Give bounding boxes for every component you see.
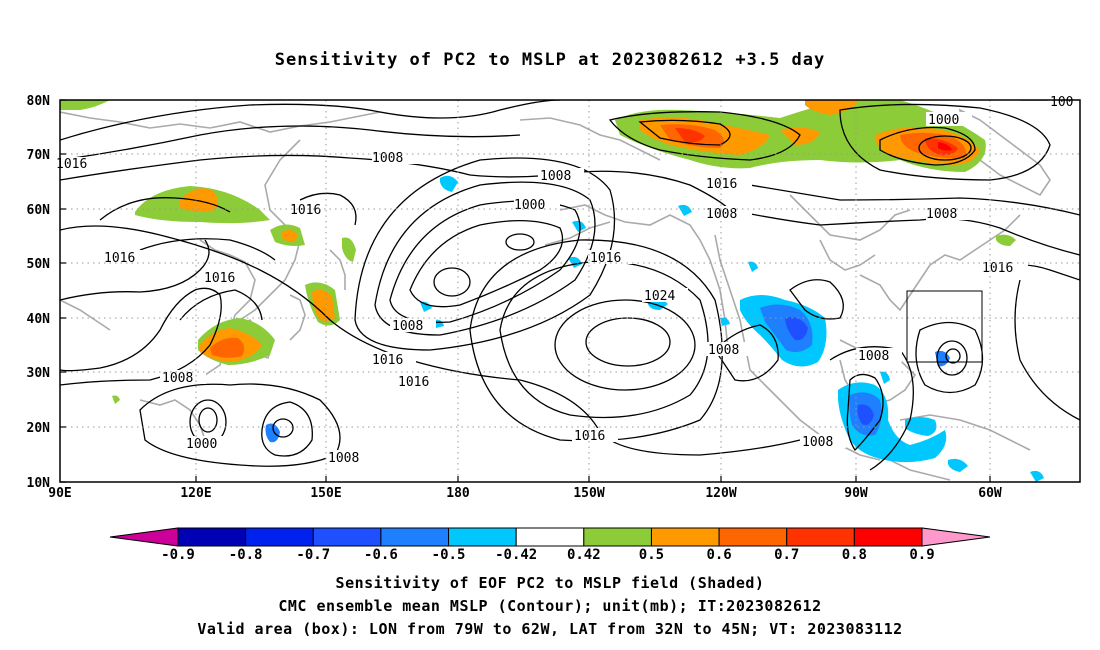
contour-label: 1008: [328, 451, 359, 466]
colorbar-cell: [312, 527, 382, 547]
colorbar-label: -0.9: [161, 547, 195, 563]
contour-label: 1008: [708, 343, 739, 358]
colorbar-cell: [245, 527, 314, 547]
contour-label: 1008: [162, 371, 193, 386]
lon-label: 90W: [844, 486, 868, 501]
colorbar-label: -0.5: [432, 547, 466, 563]
lon-label: 120E: [180, 486, 211, 501]
contour-label: 1000: [928, 113, 959, 128]
colorbar-label: 0.9: [909, 547, 934, 563]
lat-label: 80N: [27, 94, 51, 109]
caption-shaded: Sensitivity of EOF PC2 to MSLP field (Sh…: [335, 574, 765, 592]
contour-label: 1016: [372, 353, 403, 368]
lat-label: 20N: [27, 421, 51, 436]
colorbar-cell: [177, 527, 247, 547]
contour-labels: 1008 1016 1016 1016 1016 1008 1000 1008 …: [56, 95, 1080, 466]
caption-valid-area: Valid area (box): LON from 79W to 62W, L…: [197, 620, 903, 638]
contour-label: 1016: [104, 251, 135, 266]
colorbar-high-triangle: [921, 527, 991, 547]
contour-label: 1008: [706, 207, 737, 222]
contour-label: 1016: [290, 203, 321, 218]
lat-label: 60N: [27, 203, 51, 218]
lon-label: 120W: [705, 486, 736, 501]
lat-label: 70N: [27, 148, 51, 163]
contour-label: 100: [1050, 95, 1073, 110]
lon-label: 90E: [48, 486, 71, 501]
lat-label: 50N: [27, 257, 51, 272]
colorbar-label: 0.5: [639, 547, 664, 563]
lon-label: 150W: [573, 486, 604, 501]
lon-label: 180: [446, 486, 470, 501]
latitude-labels: 80N 70N 60N 50N 40N 30N 20N 10N: [27, 94, 51, 491]
colorbar-cell: [786, 527, 855, 547]
colorbar-label: -0.6: [364, 547, 398, 563]
contour-label: 1008: [802, 435, 833, 450]
lat-label: 10N: [27, 476, 51, 491]
contour-label: 1008: [926, 207, 957, 222]
colorbar: -0.9 -0.8 -0.7 -0.6 -0.5 -0.42 0.42 0.5 0.6 0.7 0.…: [109, 527, 991, 563]
colorbar-label: 0.42: [567, 547, 601, 563]
contour-label: 1016: [574, 429, 605, 444]
contour-label: 1016: [204, 271, 235, 286]
contour-label: 1024: [644, 289, 675, 304]
contour-label: 1016: [398, 375, 429, 390]
colorbar-cell: [448, 527, 517, 547]
plot-frame: [59, 99, 1081, 483]
colorbar-label: -0.42: [495, 547, 537, 563]
colorbar-cell: [718, 527, 788, 547]
colorbar-cell: [583, 527, 652, 547]
map-title: Sensitivity of PC2 to MSLP at 2023082612…: [274, 50, 826, 70]
caption-contour: CMC ensemble mean MSLP (Contour); unit(m…: [278, 597, 822, 615]
colorbar-low-triangle: [109, 527, 179, 547]
mslp-contours: [60, 100, 1080, 471]
colorbar-label: -0.8: [229, 547, 263, 563]
contour-label: 1008: [540, 169, 571, 184]
colorbar-label: 0.8: [842, 547, 867, 563]
contour-label: 1000: [186, 437, 217, 452]
contour-label: 1016: [590, 251, 621, 266]
longitude-labels: 90E 120E 150E 180 150W 120W 90W 60W: [48, 486, 1002, 501]
contour-label: 1008: [392, 319, 423, 334]
tick-marks: [60, 99, 991, 483]
contour-label: 1000: [514, 198, 545, 213]
valid-area-box: [906, 290, 983, 363]
colorbar-label: -0.7: [296, 547, 330, 563]
coastlines: [60, 108, 1051, 481]
contour-label: 1016: [56, 157, 87, 172]
contour-label: 1016: [706, 177, 737, 192]
colorbar-cell: [650, 527, 720, 547]
lat-label: 40N: [27, 312, 51, 327]
colorbar-cell: [380, 527, 450, 547]
contour-label: 1016: [982, 261, 1013, 276]
colorbar-cell: [515, 527, 585, 547]
lat-label: 30N: [27, 366, 51, 381]
colorbar-label: 0.7: [774, 547, 799, 563]
contour-label: 1008: [372, 151, 403, 166]
lon-label: 150E: [310, 486, 341, 501]
contour-label: 1008: [858, 349, 889, 364]
colorbar-label: 0.6: [706, 547, 731, 563]
lon-label: 60W: [978, 486, 1002, 501]
colorbar-cell: [853, 527, 923, 547]
